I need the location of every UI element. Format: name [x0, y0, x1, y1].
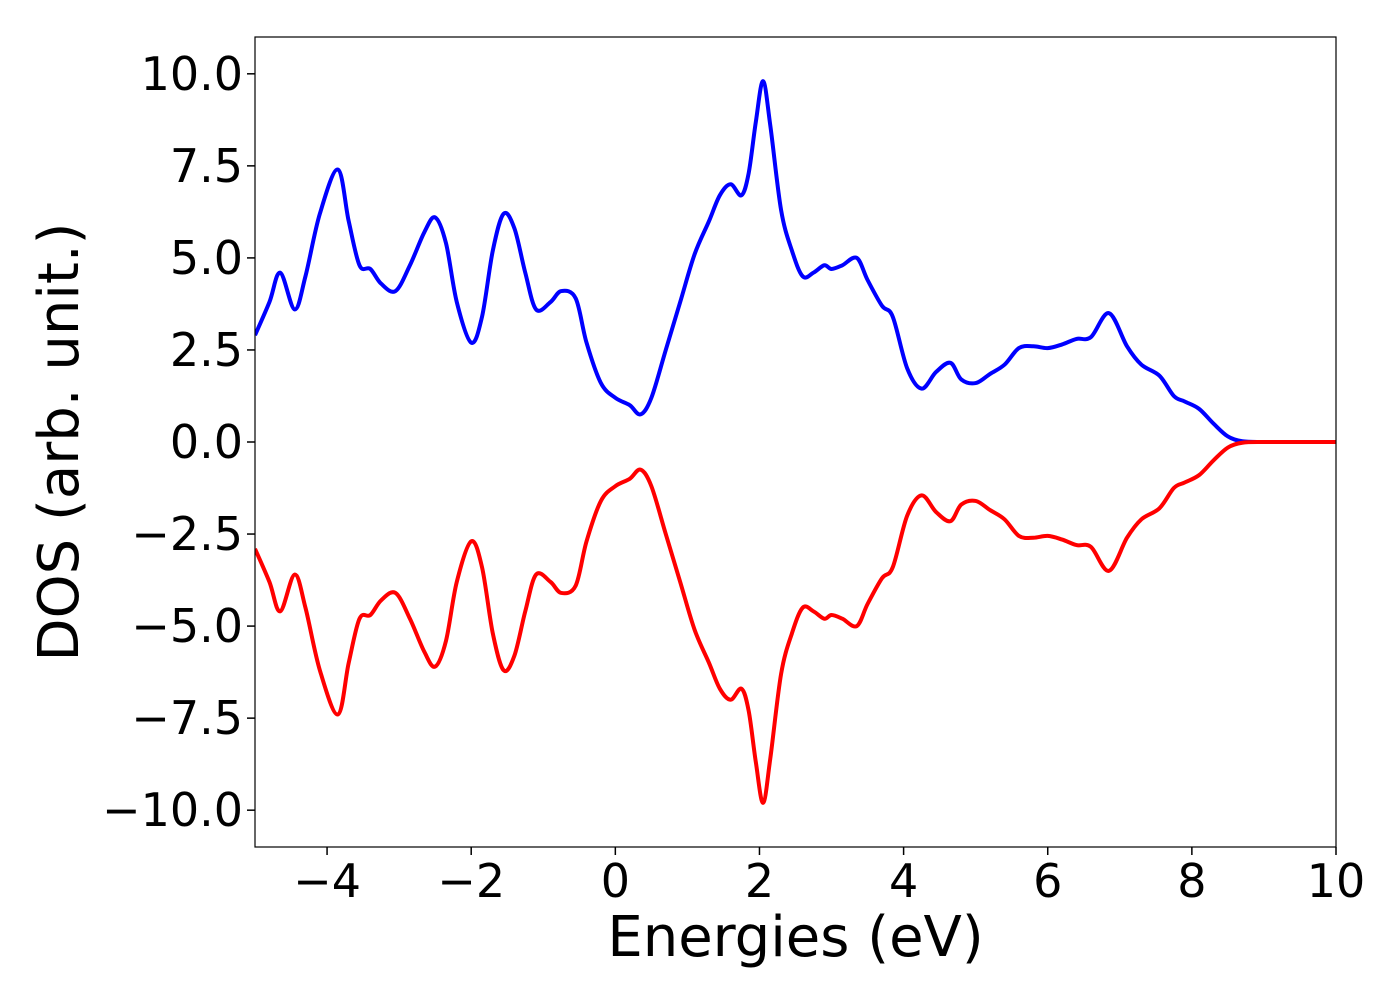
y-axis: 10.0 7.5 5.0 2.5 0.0 −2.5 −5.0 −7.5 −10.0 — [102, 47, 255, 837]
x-axis-title: Energies (eV) — [607, 905, 983, 970]
y-tick-label: −10.0 — [102, 783, 243, 837]
x-tick-label: 8 — [1177, 854, 1206, 908]
y-tick-label: 2.5 — [170, 323, 243, 377]
y-tick-label: 10.0 — [141, 47, 243, 101]
series-line-1 — [255, 439, 1336, 805]
y-axis-title: DOS (arb. unit.) — [27, 222, 92, 661]
x-tick-label: −4 — [293, 854, 361, 908]
series-line-0 — [255, 79, 1336, 445]
plot-frame — [254, 36, 1337, 848]
x-tick-label: 4 — [889, 854, 918, 908]
y-tick-label: 5.0 — [170, 231, 243, 285]
x-axis: −4 −2 0 2 4 6 8 10 — [293, 847, 1365, 908]
y-tick-label: −2.5 — [131, 507, 243, 561]
y-tick-label: −7.5 — [131, 691, 243, 745]
y-tick-label: 7.5 — [170, 139, 243, 193]
y-tick-label: −5.0 — [131, 599, 243, 653]
x-tick-label: 0 — [601, 854, 630, 908]
x-tick-label: −2 — [437, 854, 505, 908]
x-tick-label: 10 — [1307, 854, 1366, 908]
series-layer — [255, 79, 1336, 805]
x-tick-label: 6 — [1033, 854, 1062, 908]
y-tick-label: 0.0 — [170, 415, 243, 469]
x-tick-label: 2 — [745, 854, 774, 908]
